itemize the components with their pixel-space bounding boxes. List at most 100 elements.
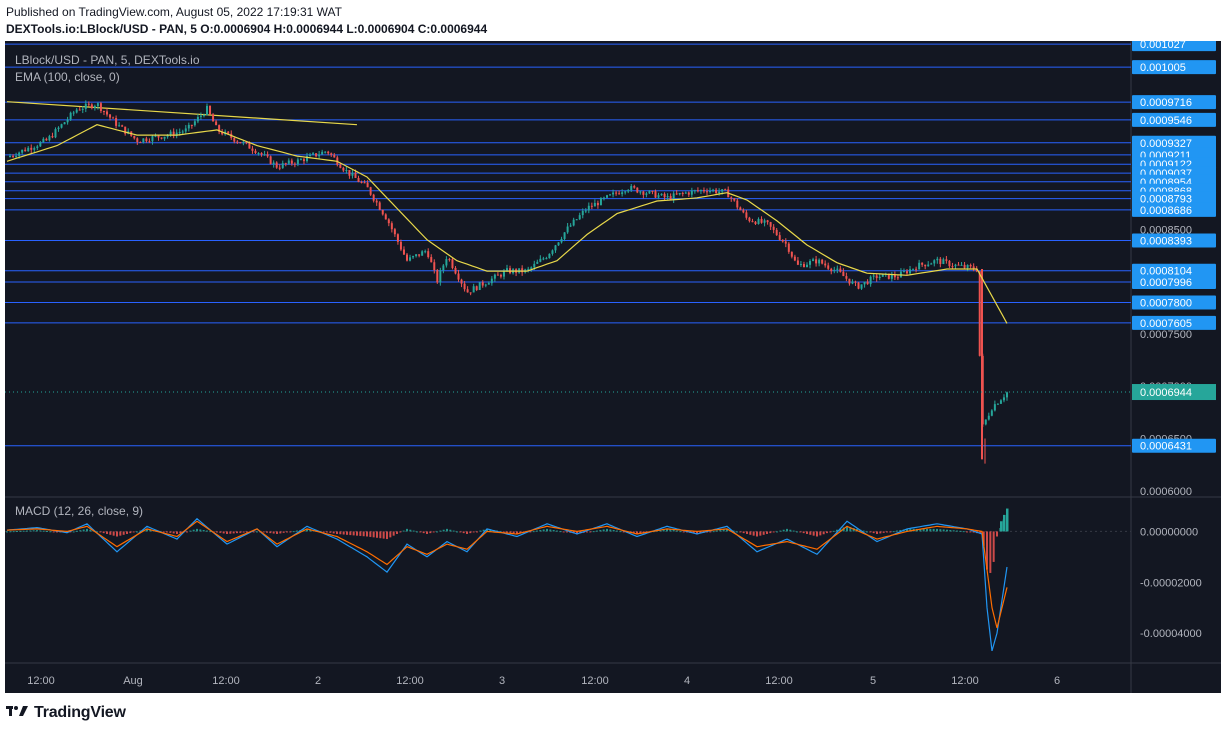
candle-body: [1006, 392, 1008, 398]
candle-body: [993, 404, 996, 411]
candle-body: [136, 138, 139, 143]
macd-histogram-bar: [36, 530, 38, 532]
macd-histogram-bar: [39, 530, 42, 532]
candle-body: [448, 259, 451, 261]
macd-histogram-bar: [269, 531, 272, 534]
macd-histogram-bar: [632, 531, 635, 534]
macd-histogram-bar: [26, 530, 28, 532]
candle-body: [842, 271, 845, 277]
macd-histogram-bar: [782, 529, 785, 532]
candle-body: [360, 181, 363, 183]
candle-body: [763, 220, 766, 223]
candle-body: [175, 132, 178, 136]
candle-body: [927, 264, 930, 267]
macd-histogram-bar: [509, 531, 512, 533]
macd-histogram-bar: [716, 530, 718, 532]
candle-body: [254, 150, 257, 153]
candle-body: [115, 118, 118, 126]
candle-body: [772, 226, 775, 230]
candle-body: [754, 221, 757, 225]
candle-body: [384, 214, 387, 220]
macd-histogram-bar: [962, 531, 965, 533]
macd-histogram-bar: [946, 529, 948, 532]
macd-histogram-bar: [696, 531, 698, 534]
candle-body: [936, 258, 939, 261]
candle-body: [54, 129, 57, 138]
candle-body: [193, 121, 196, 126]
macd-histogram-bar: [359, 531, 362, 536]
macd-histogram-bar: [789, 529, 792, 532]
candle-body: [318, 154, 321, 157]
macd-histogram-bar: [69, 531, 72, 533]
candle-body: [363, 182, 366, 184]
macd-histogram-bar: [546, 528, 548, 532]
macd-histogram-bar: [746, 531, 748, 534]
candle-body: [718, 191, 721, 194]
time-tick-label: 12:00: [212, 675, 240, 687]
macd-histogram-bar: [659, 530, 662, 532]
level-label: 0.001005: [1140, 62, 1186, 74]
level-label: 0.0008104: [1140, 266, 1192, 278]
candle-body: [660, 193, 663, 196]
macd-histogram-bar: [586, 531, 588, 533]
macd-histogram-bar: [616, 530, 618, 532]
macd-histogram-bar: [6, 531, 8, 533]
macd-histogram-bar: [992, 531, 995, 562]
macd-histogram-bar: [239, 531, 242, 533]
macd-histogram-bar: [849, 527, 852, 532]
candle-body: [287, 160, 290, 164]
macd-histogram-bar: [676, 530, 678, 532]
macd-histogram-bar: [669, 529, 672, 532]
candle-body: [84, 103, 87, 109]
macd-histogram-bar: [402, 530, 405, 532]
level-label-box: [1132, 202, 1216, 217]
candle-body: [702, 190, 705, 192]
macd-histogram-bar: [512, 531, 515, 534]
candle-body: [112, 117, 115, 119]
macd-histogram-bar: [282, 531, 285, 533]
candle-body: [266, 154, 269, 157]
macd-histogram-bar: [832, 530, 835, 532]
macd-histogram-bar: [466, 531, 468, 534]
candle-body: [157, 135, 160, 138]
candle-body: [457, 273, 460, 280]
candle-body: [542, 258, 545, 260]
candle-body: [18, 152, 21, 156]
macd-histogram-bar: [796, 531, 798, 533]
candle-body: [357, 177, 360, 182]
level-label: 0.0007996: [1140, 277, 1192, 289]
macd-histogram-bar: [519, 531, 522, 534]
candle-body: [896, 277, 899, 279]
candle-body: [551, 250, 554, 254]
macd-histogram-bar: [679, 531, 682, 533]
chart-frame[interactable]: 0.00085000.00075000.00070000.00065000.00…: [5, 41, 1221, 693]
macd-histogram-bar: [192, 529, 195, 532]
candle-body: [533, 263, 536, 268]
macd-histogram-bar: [472, 531, 475, 533]
macd-histogram-bar: [612, 530, 615, 532]
macd-histogram-bar: [79, 530, 82, 532]
candle-body: [354, 172, 357, 178]
macd-histogram-bar: [949, 530, 952, 532]
candle-body: [799, 264, 802, 266]
candle-body: [615, 192, 618, 194]
candle-body: [372, 194, 375, 201]
candle-body: [248, 142, 251, 149]
candle-body: [642, 191, 645, 195]
candle-body: [663, 193, 666, 198]
macd-histogram-bar: [972, 531, 975, 533]
chart-canvas[interactable]: 0.00085000.00075000.00070000.00065000.00…: [5, 41, 1221, 693]
candle-body: [66, 119, 69, 123]
candle-body: [548, 253, 551, 259]
candle-body: [24, 149, 27, 152]
macd-histogram-bar: [919, 528, 922, 532]
candle-body: [306, 156, 308, 162]
candle-body: [857, 282, 860, 289]
level-label: 0.0009546: [1140, 115, 1192, 127]
level-label-box: [1132, 112, 1216, 127]
macd-histogram-bar: [559, 531, 562, 533]
macd-histogram-bar: [256, 531, 258, 533]
macd-histogram-bar: [306, 528, 308, 532]
candle-body: [833, 269, 836, 272]
macd-histogram-bar: [292, 531, 295, 533]
